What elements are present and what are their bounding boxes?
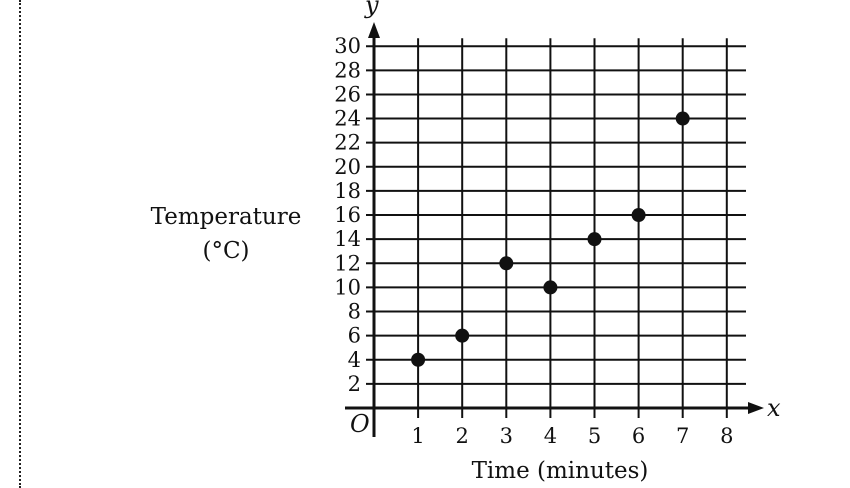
grid [366, 38, 746, 418]
x-tick-label: 4 [544, 424, 557, 448]
x-axis-title: Time (minutes) [472, 458, 649, 484]
y-tick-label: 28 [334, 58, 361, 82]
y-tick-label: 26 [334, 82, 361, 106]
x-tick-label: 2 [456, 424, 469, 448]
page-margin-rule [19, 0, 21, 488]
x-tick-label: 8 [720, 424, 733, 448]
y-tick-label: 18 [334, 179, 361, 203]
y-tick-label: 2 [348, 372, 361, 396]
y-tick-label: 16 [334, 203, 361, 227]
y-tick-label: 24 [334, 107, 361, 131]
x-axis-arrow [748, 402, 764, 414]
data-point [499, 256, 514, 271]
data-point [675, 111, 690, 126]
y-axis-arrow [368, 22, 380, 38]
y-tick-label: 6 [348, 324, 361, 348]
x-tick-label: 6 [632, 424, 645, 448]
data-point [411, 352, 426, 367]
y-tick-label: 22 [334, 131, 361, 155]
y-tick-label: 20 [334, 155, 361, 179]
origin-label: O [350, 410, 370, 438]
y-tick-label: 10 [334, 275, 361, 299]
x-tick-label: 7 [676, 424, 689, 448]
y-tick-label: 30 [334, 34, 361, 58]
y-tick-label: 8 [348, 300, 361, 324]
x-tick-label: 5 [588, 424, 601, 448]
data-point [543, 280, 558, 295]
data-points [411, 111, 690, 367]
x-axis-variable: x [767, 394, 781, 422]
data-point [631, 208, 646, 223]
y-tick-label: 4 [348, 348, 361, 372]
axes [345, 22, 764, 437]
y-tick-label: 14 [334, 227, 361, 251]
y-axis-title-line2: (°C) [202, 238, 249, 264]
data-point [587, 232, 602, 247]
y-tick-label: 12 [334, 251, 361, 275]
y-axis-title-line1: Temperature [151, 204, 302, 230]
x-tick-label: 3 [500, 424, 513, 448]
y-axis-variable: y [364, 0, 379, 19]
data-point [455, 328, 470, 343]
x-tick-label: 1 [411, 424, 424, 448]
